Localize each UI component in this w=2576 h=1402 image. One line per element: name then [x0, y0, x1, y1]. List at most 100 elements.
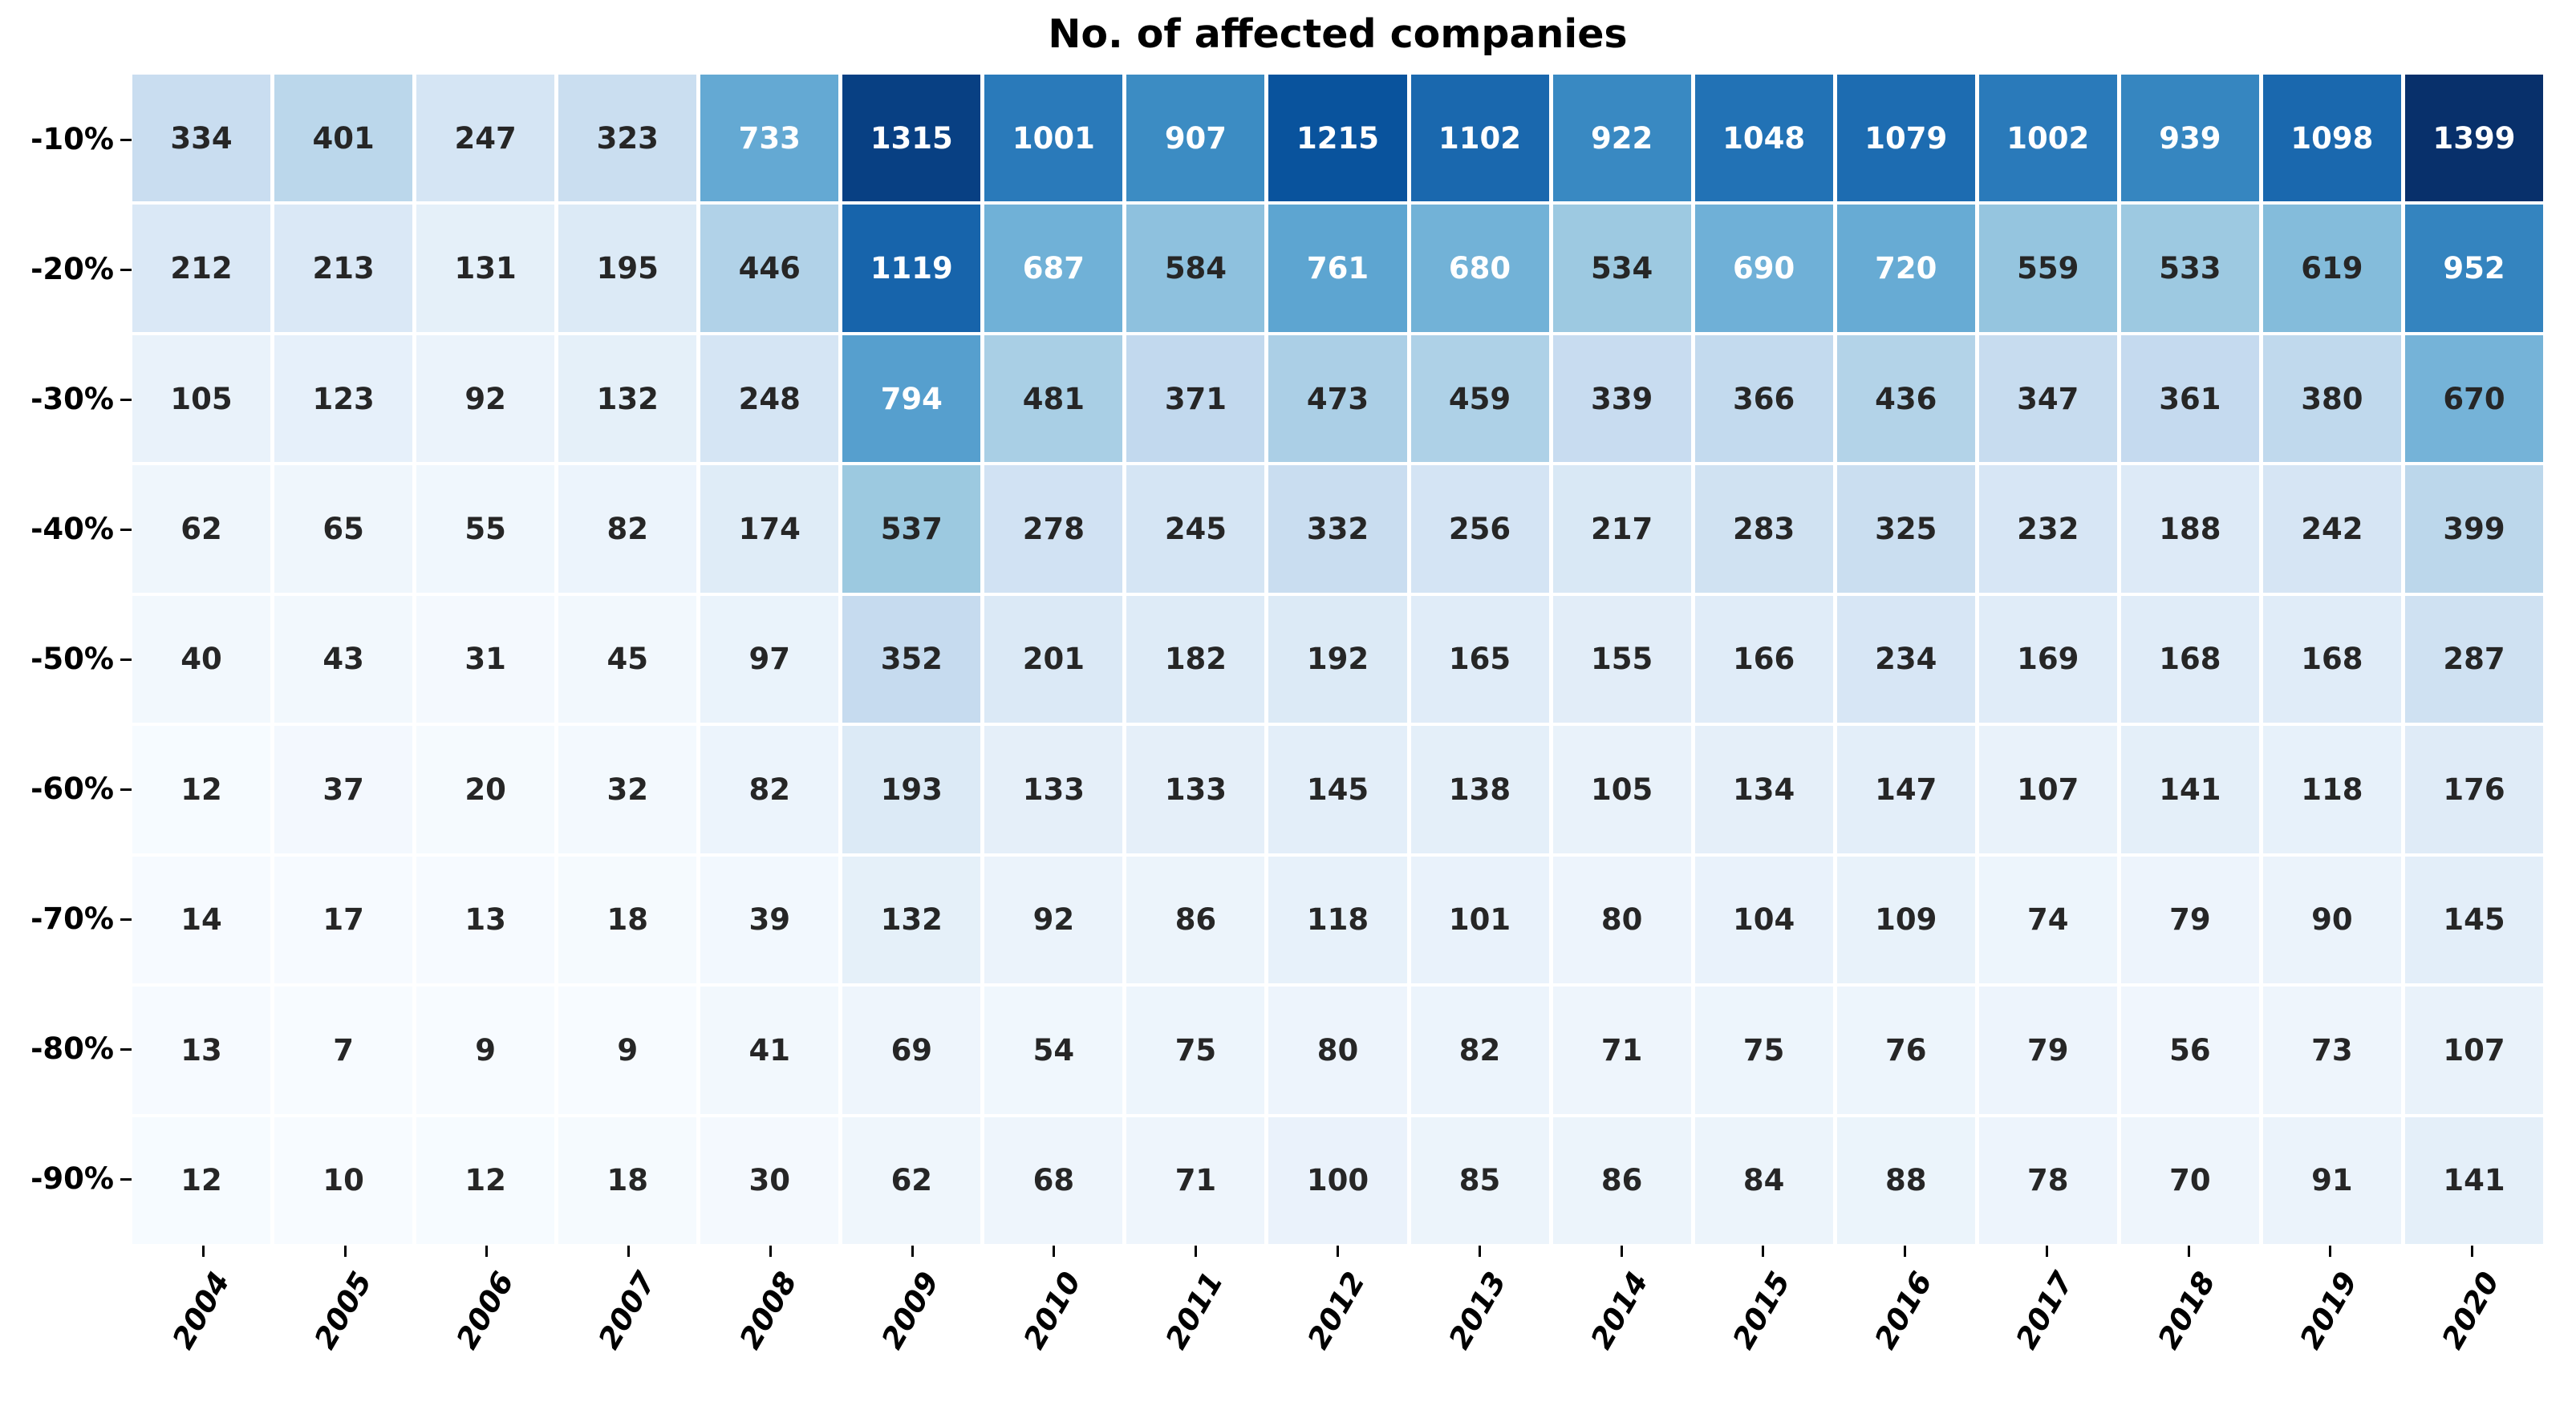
x-axis-label: 2007 [591, 1266, 663, 1355]
heatmap-cell: 88 [1836, 1116, 1975, 1244]
x-tick-mark [485, 1246, 489, 1257]
heatmap-cell: 109 [1836, 856, 1975, 984]
heatmap-cell: 100 [1268, 1116, 1407, 1244]
heatmap-cell: 82 [1410, 987, 1549, 1114]
heatmap-cell: 55 [416, 465, 555, 593]
heatmap-cell: 80 [1268, 987, 1407, 1114]
heatmap-cell: 9 [558, 987, 697, 1114]
heatmap-cell: 62 [842, 1116, 981, 1244]
heatmap-cell: 399 [2404, 465, 2543, 593]
heatmap-cell: 132 [558, 334, 697, 463]
heatmap-cell: 619 [2262, 205, 2401, 332]
heatmap-cell: 195 [558, 205, 697, 332]
x-axis-label: 2011 [1158, 1266, 1230, 1355]
x-axis-label: 2014 [1584, 1266, 1656, 1355]
heatmap-cell: 12 [132, 726, 271, 853]
heatmap-cell: 85 [1410, 1116, 1549, 1244]
heatmap-cell: 1215 [1268, 75, 1407, 202]
heatmap-cell: 559 [1978, 205, 2117, 332]
heatmap-cell: 347 [1978, 334, 2117, 463]
heatmap-cell: 1399 [2404, 75, 2543, 202]
heatmap-cell: 168 [2262, 595, 2401, 723]
x-tick-mark [1762, 1246, 1765, 1257]
x-axis-label: 2018 [2151, 1266, 2223, 1355]
heatmap-cell: 118 [2262, 726, 2401, 853]
y-axis-label: -10% [30, 122, 114, 156]
heatmap-cell: 86 [1552, 1116, 1691, 1244]
heatmap-cell: 1002 [1978, 75, 2117, 202]
x-tick-mark [1620, 1246, 1623, 1257]
y-axis-label: -30% [30, 382, 114, 416]
heatmap-cell: 65 [274, 465, 413, 593]
heatmap-cell: 245 [1126, 465, 1265, 593]
heatmap-cell: 1001 [984, 75, 1123, 202]
heatmap-cell: 534 [1552, 205, 1691, 332]
heatmap-cell: 922 [1552, 75, 1691, 202]
heatmap-cell: 12 [132, 1116, 271, 1244]
heatmap-cell: 256 [1410, 465, 1549, 593]
heatmap-cell: 101 [1410, 856, 1549, 984]
heatmap-cell: 62 [132, 465, 271, 593]
heatmap-cell: 123 [274, 334, 413, 463]
x-tick-mark [343, 1246, 347, 1257]
heatmap-cell: 1098 [2262, 75, 2401, 202]
heatmap-cell: 166 [1694, 595, 1833, 723]
heatmap-cell: 82 [558, 465, 697, 593]
x-tick-mark [769, 1246, 772, 1257]
heatmap-cell: 31 [416, 595, 555, 723]
heatmap-cell: 907 [1126, 75, 1265, 202]
heatmap-cell: 56 [2120, 987, 2259, 1114]
heatmap-cell: 361 [2120, 334, 2259, 463]
heatmap-cell: 18 [558, 856, 697, 984]
x-axis-label: 2008 [732, 1266, 805, 1355]
heatmap-cell: 680 [1410, 205, 1549, 332]
y-tick-mark [120, 788, 132, 791]
heatmap-cell: 17 [274, 856, 413, 984]
x-axis-label: 2017 [2009, 1266, 2081, 1355]
heatmap-cell: 84 [1694, 1116, 1833, 1244]
heatmap-cell: 459 [1410, 334, 1549, 463]
heatmap-cell: 118 [1268, 856, 1407, 984]
heatmap-cell: 71 [1552, 987, 1691, 1114]
heatmap-cell: 7 [274, 987, 413, 1114]
heatmap-cell: 131 [416, 205, 555, 332]
chart-title: No. of affected companies [1048, 11, 1628, 57]
heatmap-cell: 334 [132, 75, 271, 202]
heatmap-cell: 192 [1268, 595, 1407, 723]
heatmap-cell: 232 [1978, 465, 2117, 593]
x-tick-mark [1904, 1246, 1907, 1257]
heatmap-cell: 473 [1268, 334, 1407, 463]
x-axis-label: 2005 [307, 1266, 379, 1355]
heatmap-cell: 45 [558, 595, 697, 723]
heatmap-cell: 80 [1552, 856, 1691, 984]
heatmap-cell: 188 [2120, 465, 2259, 593]
heatmap-cell: 537 [842, 465, 981, 593]
heatmap-cell: 133 [984, 726, 1123, 853]
heatmap-cell: 323 [558, 75, 697, 202]
heatmap-cell: 73 [2262, 987, 2401, 1114]
x-tick-mark [1478, 1246, 1481, 1257]
heatmap-cell: 339 [1552, 334, 1691, 463]
y-tick-mark [120, 398, 132, 401]
x-tick-mark [1195, 1246, 1198, 1257]
x-tick-mark [911, 1246, 914, 1257]
x-axis-label: 2015 [1726, 1266, 1797, 1355]
heatmap-cell: 278 [984, 465, 1123, 593]
heatmap-cell: 32 [558, 726, 697, 853]
heatmap-cell: 13 [132, 987, 271, 1114]
x-tick-mark [627, 1246, 631, 1257]
heatmap-cell: 1048 [1694, 75, 1833, 202]
heatmap-cell: 90 [2262, 856, 2401, 984]
x-axis-label: 2013 [1442, 1266, 1514, 1355]
heatmap-cell: 670 [2404, 334, 2543, 463]
y-axis-label: -80% [30, 1031, 114, 1066]
heatmap-cell: 584 [1126, 205, 1265, 332]
x-tick-mark [1337, 1246, 1339, 1257]
heatmap-cell: 75 [1126, 987, 1265, 1114]
heatmap-cell: 9 [416, 987, 555, 1114]
heatmap-cell: 76 [1836, 987, 1975, 1114]
heatmap-cell: 690 [1694, 205, 1833, 332]
heatmap-cell: 75 [1694, 987, 1833, 1114]
heatmap-cell: 71 [1126, 1116, 1265, 1244]
heatmap-cell: 13 [416, 856, 555, 984]
